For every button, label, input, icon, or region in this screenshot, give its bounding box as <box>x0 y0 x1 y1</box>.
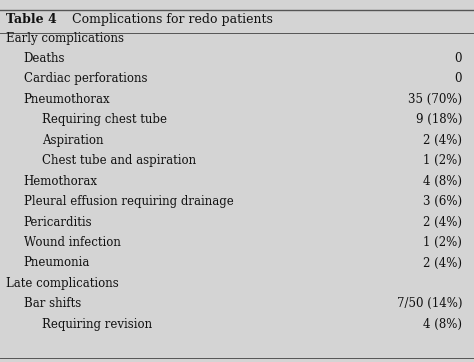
Text: Table 4: Table 4 <box>6 13 56 26</box>
Text: 1 (2%): 1 (2%) <box>423 236 462 249</box>
Text: Bar shifts: Bar shifts <box>24 298 81 310</box>
Text: Deaths: Deaths <box>24 52 65 65</box>
Text: 2 (4%): 2 (4%) <box>423 134 462 147</box>
Text: 3 (6%): 3 (6%) <box>423 195 462 208</box>
Text: Late complications: Late complications <box>6 277 118 290</box>
Text: Pericarditis: Pericarditis <box>24 216 92 228</box>
Text: Cardiac perforations: Cardiac perforations <box>24 72 147 85</box>
Text: Pneumonia: Pneumonia <box>24 257 90 269</box>
Text: 0: 0 <box>455 52 462 65</box>
Text: 4 (8%): 4 (8%) <box>423 175 462 188</box>
Text: Pleural effusion requiring drainage: Pleural effusion requiring drainage <box>24 195 233 208</box>
Text: 35 (70%): 35 (70%) <box>408 93 462 106</box>
Text: Aspiration: Aspiration <box>42 134 103 147</box>
Text: 4 (8%): 4 (8%) <box>423 318 462 331</box>
Text: Complications for redo patients: Complications for redo patients <box>64 13 273 26</box>
Text: 1 (2%): 1 (2%) <box>423 154 462 167</box>
Text: Requiring revision: Requiring revision <box>42 318 152 331</box>
Text: 7/50 (14%): 7/50 (14%) <box>397 298 462 310</box>
Text: Pneumothorax: Pneumothorax <box>24 93 110 106</box>
Text: 0: 0 <box>455 72 462 85</box>
Text: Early complications: Early complications <box>6 31 124 45</box>
Text: 9 (18%): 9 (18%) <box>416 113 462 126</box>
Text: Requiring chest tube: Requiring chest tube <box>42 113 167 126</box>
Text: Hemothorax: Hemothorax <box>24 175 98 188</box>
Text: 2 (4%): 2 (4%) <box>423 216 462 228</box>
Text: Wound infection: Wound infection <box>24 236 120 249</box>
Text: Chest tube and aspiration: Chest tube and aspiration <box>42 154 196 167</box>
Text: 2 (4%): 2 (4%) <box>423 257 462 269</box>
